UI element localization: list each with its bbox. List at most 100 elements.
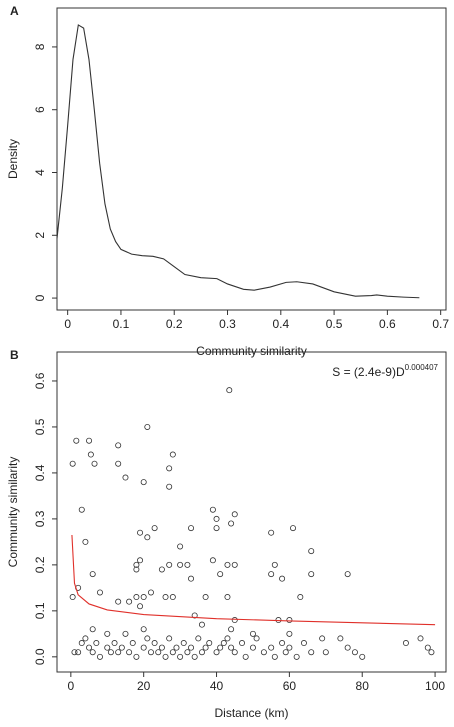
data-point [133,561,140,568]
y-tick-label: 0.4 [33,464,47,481]
data-point [239,640,246,647]
data-point [166,483,173,490]
data-point [82,635,89,642]
data-point [198,621,205,628]
data-point [140,644,147,651]
y-tick-label: 0.0 [33,648,47,665]
data-point [93,640,100,647]
data-point [73,437,80,444]
data-point [293,653,300,660]
data-point [191,653,198,660]
y-tick-label: 0.5 [33,418,47,435]
data-point [191,612,198,619]
data-point [169,594,176,601]
data-point [166,635,173,642]
data-point [115,598,122,605]
data-point [424,644,431,651]
x-axis-title: Community similarity [196,344,307,358]
data-point [268,644,275,651]
data-point [271,653,278,660]
data-point [118,644,125,651]
data-point [86,437,93,444]
data-point [78,640,85,647]
data-point [188,644,195,651]
data-point [337,635,344,642]
data-point [144,423,151,430]
y-tick-label: 8 [33,43,47,50]
data-point [198,649,205,656]
data-point [253,635,260,642]
data-point [180,640,187,647]
data-point [286,644,293,651]
data-point [279,640,286,647]
data-point [228,644,235,651]
y-tick-label: 2 [33,232,47,239]
panel-label: A [10,4,19,18]
data-point [96,589,103,596]
y-tick-label: 0 [33,294,47,301]
data-point [268,571,275,578]
data-point [308,548,315,555]
data-point [144,534,151,541]
data-point [137,529,144,536]
y-tick-label: 4 [33,169,47,176]
data-point [217,571,224,578]
data-point [91,460,98,467]
x-tick-label: 0 [67,679,74,693]
x-tick-label: 0.2 [166,317,183,331]
data-point [177,543,184,550]
data-point [209,557,216,564]
data-point [177,561,184,568]
data-point [322,649,329,656]
data-point [228,626,235,633]
x-tick-label: 60 [283,679,297,693]
data-point [213,649,220,656]
data-point [402,640,409,647]
data-point [286,617,293,624]
x-axis-title: Distance (km) [214,706,288,720]
data-point [195,635,202,642]
data-point [308,649,315,656]
data-point [271,561,278,568]
data-line [71,534,436,626]
x-tick-label: 0.4 [272,317,289,331]
data-point [162,653,169,660]
data-point [144,635,151,642]
data-point [87,451,94,458]
data-point [158,644,165,651]
x-tick-label: 0.7 [432,317,449,331]
y-tick-label: 0.2 [33,556,47,573]
data-point [279,575,286,582]
data-point [260,649,267,656]
data-point [224,594,231,601]
equation-text: S = (2.4e-9)D [332,365,405,379]
data-point [137,557,144,564]
data-point [86,644,93,651]
plot-frame [56,351,447,673]
data-point [344,571,351,578]
data-point [140,626,147,633]
data-point [104,630,111,637]
data-point [122,474,129,481]
data-point [140,594,147,601]
data-point [107,649,114,656]
data-point [300,640,307,647]
data-point [115,460,122,467]
data-point [177,653,184,660]
data-point [151,640,158,647]
x-tick-label: 0 [64,317,71,331]
data-point [226,387,233,394]
data-point [290,525,297,532]
x-tick-label: 0.5 [326,317,343,331]
data-point [147,589,154,596]
data-point [249,630,256,637]
data-point [428,649,435,656]
x-tick-label: 100 [425,679,445,693]
x-tick-label: 0.6 [379,317,396,331]
y-tick-label: 0.1 [33,602,47,619]
data-point [151,525,158,532]
data-point [122,630,129,637]
data-point [184,649,191,656]
data-point [209,506,216,513]
data-point [133,653,140,660]
